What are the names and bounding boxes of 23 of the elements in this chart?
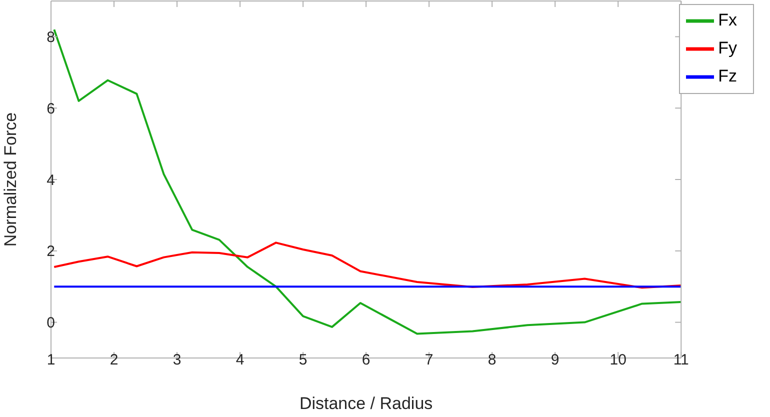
- y-tick-label: 0: [46, 314, 55, 332]
- legend-label: Fy: [718, 38, 737, 58]
- x-tick-label: 4: [236, 352, 244, 369]
- line-series: [53, 242, 682, 289]
- y-tick-label: 4: [46, 172, 55, 189]
- y-tick-label: 2: [46, 243, 55, 260]
- y-tick-label: 8: [46, 29, 55, 46]
- legend-label: Fz: [718, 66, 737, 86]
- x-tick-label: 7: [424, 352, 434, 369]
- x-tick-label: 1: [46, 352, 56, 369]
- x-tick-label: 8: [488, 352, 496, 369]
- x-tick-label: 9: [550, 352, 560, 369]
- x-tick-label: 11: [673, 352, 689, 369]
- x-tick-label: 5: [298, 352, 308, 369]
- x-axis-title: Distance / Radius: [299, 394, 433, 413]
- line-series: [53, 28, 682, 335]
- x-tick-label: 2: [110, 352, 118, 369]
- x-tick-label: 3: [172, 352, 182, 369]
- y-axis-title: Normalized Force: [1, 112, 20, 247]
- x-tick-label: 10: [610, 352, 626, 369]
- x-tick-label: 6: [362, 352, 370, 369]
- legend-label: Fx: [718, 10, 737, 30]
- y-tick-label: 6: [46, 100, 55, 118]
